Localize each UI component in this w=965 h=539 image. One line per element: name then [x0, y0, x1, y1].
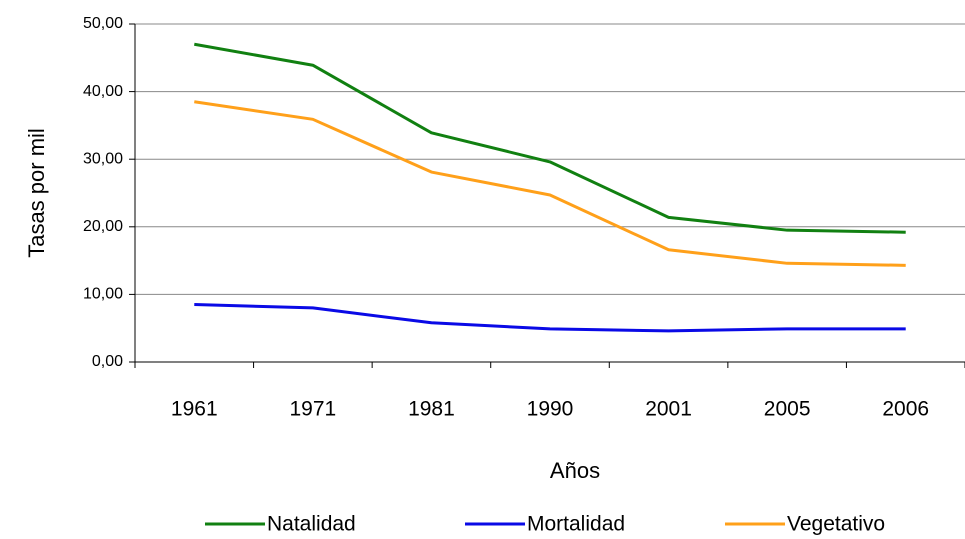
y-tick-label: 10,00	[83, 286, 123, 303]
legend-label: Vegetativo	[787, 513, 885, 536]
y-axis-title: Tasas por mil	[24, 128, 49, 258]
y-tick-label: 0,00	[92, 353, 123, 370]
y-tick-label: 40,00	[83, 83, 123, 100]
y-tick-label: 20,00	[83, 218, 123, 235]
series-line	[194, 303, 906, 333]
x-tick-label: 2006	[882, 398, 929, 421]
series-line	[194, 42, 906, 234]
x-axis-title: Años	[550, 458, 600, 483]
y-tick-label: 30,00	[83, 150, 123, 167]
legend-label: Mortalidad	[527, 513, 625, 536]
y-tick-label: 50,00	[83, 15, 123, 32]
x-tick-label: 2005	[764, 398, 811, 421]
legend-label: Natalidad	[267, 513, 356, 536]
x-tick-label: 1990	[527, 398, 574, 421]
x-tick-label: 1981	[408, 398, 455, 421]
series-line	[194, 100, 906, 267]
x-tick-label: 1961	[171, 398, 218, 421]
x-tick-label: 1971	[289, 398, 336, 421]
x-tick-label: 2001	[645, 398, 692, 421]
